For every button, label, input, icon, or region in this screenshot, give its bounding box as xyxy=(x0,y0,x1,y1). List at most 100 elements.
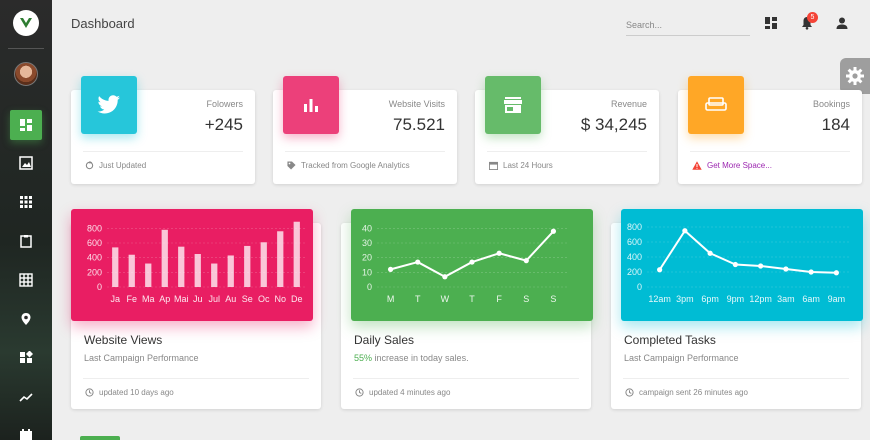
settings-button[interactable] xyxy=(840,58,870,94)
x-tick-label: F xyxy=(496,294,502,304)
stat-footer-text: Just Updated xyxy=(99,161,147,170)
sidebar-item-charts[interactable] xyxy=(10,382,42,412)
twitter-icon xyxy=(97,95,120,114)
data-point xyxy=(707,250,713,256)
image-icon xyxy=(19,156,33,170)
stat-footer: Get More Space... xyxy=(692,161,772,170)
sidebar-item-widgets[interactable] xyxy=(10,343,42,373)
data-point xyxy=(469,259,475,265)
chart-website-views: 800 600 400 200 0 Ja Fe Ma Ap Mai Ju Jul Au Se Oc No De xyxy=(71,209,313,321)
y-tick-label: 0 xyxy=(97,282,102,292)
x-tick-label: No xyxy=(274,294,286,304)
x-tick-label: M xyxy=(387,294,395,304)
tag-icon xyxy=(287,161,296,170)
widgets-icon xyxy=(20,351,33,363)
divider xyxy=(83,151,243,152)
sidebar-item-apps[interactable] xyxy=(10,187,42,217)
bar xyxy=(178,246,185,287)
x-tick-label: 9am xyxy=(828,294,846,304)
stat-card-revenue: Revenue $ 34,245 Last 24 Hours xyxy=(475,76,659,184)
stat-footer: Tracked from Google Analytics xyxy=(287,161,410,170)
chart-title: Completed Tasks xyxy=(624,333,716,347)
stat-label: Website Visits xyxy=(388,99,445,109)
bar-chart: 800 600 400 200 0 Ja Fe Ma Ap Mai Ju Jul Au Se Oc No De xyxy=(87,221,305,304)
stat-value: 75.521 xyxy=(393,115,445,134)
logo[interactable] xyxy=(13,10,39,36)
x-tick-label: Au xyxy=(225,294,236,304)
chart-card-completed-tasks: 800 600 400 200 0 12am 3pm 6pm 9pm 12pm 3am 6am 9am … xyxy=(611,209,863,409)
x-tick-label: De xyxy=(291,294,303,304)
chart-footer-text: updated 4 minutes ago xyxy=(369,388,451,397)
stat-value: $ 34,245 xyxy=(580,115,647,134)
data-point xyxy=(682,228,688,234)
sidebar-item-dashboard[interactable] xyxy=(10,110,42,140)
y-tick-label: 10 xyxy=(362,267,372,277)
bar xyxy=(112,247,119,287)
chart-footer: updated 10 days ago xyxy=(85,388,174,397)
x-tick-label: Ju xyxy=(193,294,203,304)
chart-footer: updated 4 minutes ago xyxy=(355,388,450,397)
sidebar-item-tables[interactable] xyxy=(10,265,42,295)
divider xyxy=(487,151,647,152)
person-icon[interactable] xyxy=(835,16,849,30)
trending-icon xyxy=(19,393,33,402)
gear-icon xyxy=(846,67,864,85)
calendar-icon xyxy=(20,429,32,440)
location-icon xyxy=(21,313,31,325)
y-tick-label: 600 xyxy=(87,238,102,248)
x-tick-label: S xyxy=(523,294,529,304)
sidebar-item-calendar[interactable] xyxy=(10,420,42,440)
bar-chart-icon xyxy=(304,99,318,112)
dashboard-icon xyxy=(20,119,32,131)
x-tick-label: W xyxy=(441,294,450,304)
chart-daily-sales: 40 30 20 10 0 M T W T F S S xyxy=(351,209,593,321)
x-tick-label: Ma xyxy=(142,294,155,304)
dashboard-icon[interactable] xyxy=(764,16,778,30)
store-icon xyxy=(504,97,522,113)
sidebar-item-maps[interactable] xyxy=(10,304,42,334)
clock-icon xyxy=(625,388,634,397)
x-tick-label: 6pm xyxy=(701,294,719,304)
x-tick-label: 12pm xyxy=(749,294,772,304)
chart-subtitle: Last Campaign Performance xyxy=(624,353,739,363)
data-point xyxy=(523,258,529,264)
page-title: Dashboard xyxy=(71,16,135,31)
chart-card-daily-sales: 40 30 20 10 0 M T W T F S S Daily Sales 55% increas… xyxy=(341,209,593,409)
data-point xyxy=(783,266,789,272)
bar xyxy=(194,254,201,287)
chart-title: Website Views xyxy=(84,333,163,347)
stat-footer: Just Updated xyxy=(85,161,146,170)
x-tick-label: 9pm xyxy=(727,294,745,304)
bar xyxy=(277,231,284,287)
refresh-icon xyxy=(85,161,94,170)
bar xyxy=(161,229,168,287)
clock-icon xyxy=(355,388,364,397)
next-card-edge xyxy=(80,436,120,440)
sidebar-item-images[interactable] xyxy=(10,148,42,178)
y-tick-label: 200 xyxy=(627,267,642,277)
divider xyxy=(353,378,579,379)
chart-subtitle: Last Campaign Performance xyxy=(84,353,199,363)
chart-completed-tasks: 800 600 400 200 0 12am 3pm 6pm 9pm 12pm 3am 6am 9am xyxy=(621,209,863,321)
y-tick-label: 400 xyxy=(627,252,642,262)
clipboard-icon xyxy=(20,235,32,248)
chart-title: Daily Sales xyxy=(354,333,415,347)
notification-badge: 5 xyxy=(807,12,818,23)
avatar[interactable] xyxy=(14,62,38,86)
y-tick-label: 0 xyxy=(367,282,372,292)
x-tick-label: Ap xyxy=(159,294,170,304)
x-tick-label: 12am xyxy=(648,294,671,304)
y-tick-label: 400 xyxy=(87,253,102,263)
x-tick-label: Mai xyxy=(174,294,189,304)
search-input[interactable] xyxy=(626,14,750,36)
x-tick-label: Oc xyxy=(258,294,270,304)
sidebar-item-clipboard[interactable] xyxy=(10,226,42,256)
x-tick-label: Fe xyxy=(126,294,137,304)
get-more-space-link[interactable]: Get More Space... xyxy=(707,161,772,170)
y-tick-label: 600 xyxy=(627,237,642,247)
x-tick-label: S xyxy=(550,294,556,304)
sofa-icon xyxy=(705,97,727,111)
increase-text: increase in today sales. xyxy=(372,353,469,363)
x-tick-label: Ja xyxy=(110,294,120,304)
stat-footer: Last 24 Hours xyxy=(489,161,553,170)
